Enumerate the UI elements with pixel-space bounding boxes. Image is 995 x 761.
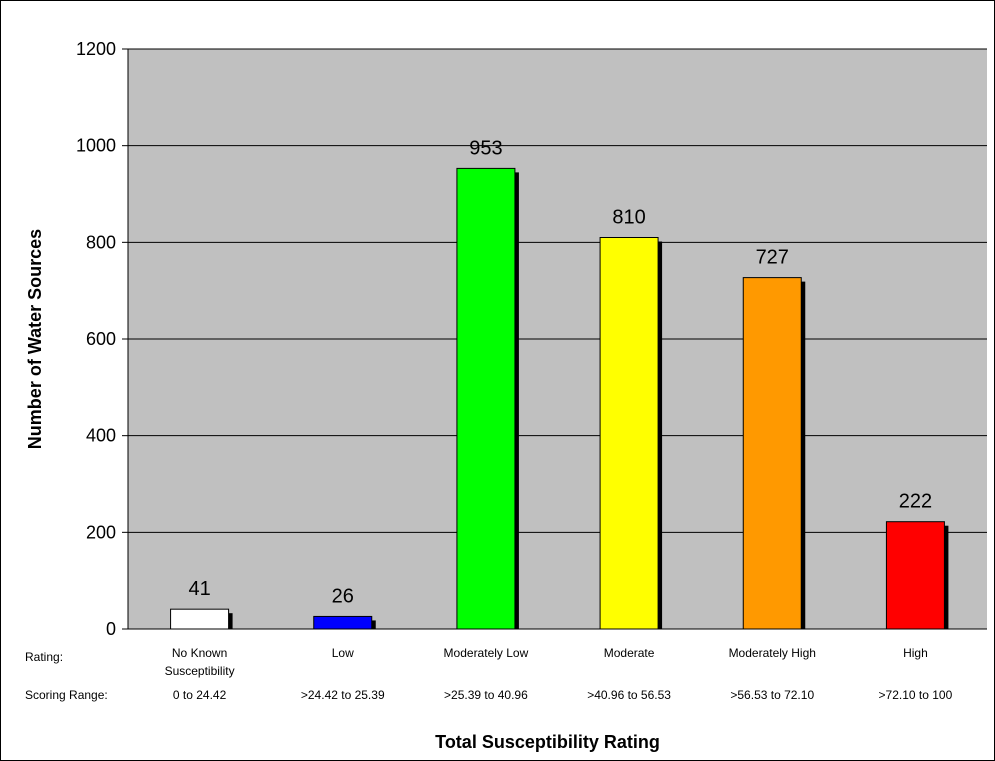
category-rating-label: Susceptibility xyxy=(165,664,235,678)
category-rating-label: Moderate xyxy=(604,646,655,660)
bar xyxy=(313,615,373,630)
y-axis-title: Number of Water Sources xyxy=(25,229,45,449)
category-rating-label: High xyxy=(903,646,928,660)
axes xyxy=(122,48,987,630)
row-header-rating: Rating: xyxy=(25,650,63,664)
y-tick-label: 200 xyxy=(86,522,116,542)
data-label: 26 xyxy=(332,585,354,607)
category-rating-label: Moderately High xyxy=(729,646,816,660)
category-range-label: >56.53 to 72.10 xyxy=(730,688,814,702)
data-label: 222 xyxy=(899,491,932,513)
y-tick-label: 600 xyxy=(86,329,116,349)
category-rating-label: Low xyxy=(332,646,354,660)
gridlines xyxy=(128,48,987,533)
y-tick-label: 400 xyxy=(86,426,116,446)
bar xyxy=(885,521,945,630)
category-range-label: >25.39 to 40.96 xyxy=(444,688,528,702)
data-label: 953 xyxy=(469,137,502,159)
category-rating-label: No Known xyxy=(172,646,227,660)
data-label: 41 xyxy=(188,578,210,600)
bar xyxy=(456,167,516,630)
data-label: 727 xyxy=(756,247,789,269)
bar xyxy=(599,237,659,630)
y-tick-label: 1200 xyxy=(76,39,116,59)
y-tick-label: 0 xyxy=(106,619,116,639)
category-range-label: >72.10 to 100 xyxy=(879,688,953,702)
bar xyxy=(170,608,230,630)
category-rating-label: Moderately Low xyxy=(444,646,529,660)
labels: 0 200 400 600 800 1000 1200 41 No Known Susceptib… xyxy=(25,39,953,702)
category-range-label: >24.42 to 25.39 xyxy=(301,688,385,702)
x-axis-title: Total Susceptibility Rating xyxy=(435,732,660,752)
data-label: 810 xyxy=(612,207,645,229)
y-tick-label: 1000 xyxy=(76,136,116,156)
category-range-label: 0 to 24.42 xyxy=(173,688,227,702)
row-header-scoring-range: Scoring Range: xyxy=(25,688,108,702)
y-tick-label: 800 xyxy=(86,232,116,252)
category-range-label: >40.96 to 56.53 xyxy=(587,688,671,702)
bars xyxy=(170,167,949,630)
bar xyxy=(742,277,802,630)
